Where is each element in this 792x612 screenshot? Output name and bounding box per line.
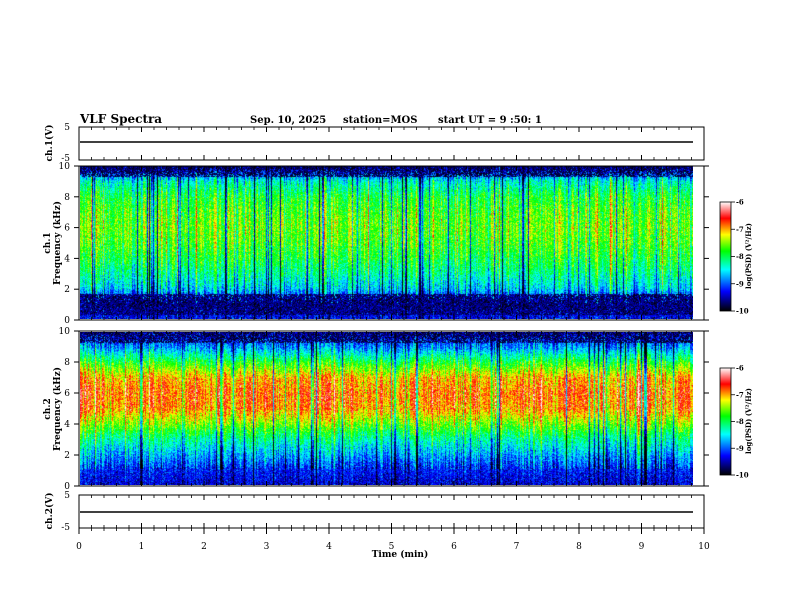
figure-title: VLF Spectra xyxy=(79,112,162,126)
colorbar-tick-label: -10 xyxy=(736,307,749,316)
time-axis: 0 1 2 3 4 5 6 7 8 9 10 xyxy=(76,127,710,552)
colorbar-tick-label: -8 xyxy=(736,417,744,426)
ch1-colorbar: -6 -7 -8 -9 -10 log(PSD) (V²/Hz) xyxy=(719,198,753,316)
x-tick-label: 0 xyxy=(76,542,82,552)
y-tick-label: 10 xyxy=(59,162,71,172)
colorbar-tick-label: -6 xyxy=(736,198,744,207)
ch2-colorbar-ticks: -6 -7 -8 -9 -10 xyxy=(731,364,749,480)
x-tick-label: 6 xyxy=(451,542,457,552)
x-tick-label: 4 xyxy=(326,542,332,552)
x-tick-label: 9 xyxy=(639,542,645,552)
ch1-spectrogram-panel: 0 2 4 6 8 10 ch.1 Frequency (kHz) xyxy=(43,162,709,326)
y-tick-label: 0 xyxy=(64,316,70,326)
colorbar-tick-label: -9 xyxy=(736,279,744,288)
y-tick-label: 6 xyxy=(64,224,70,234)
y-tick-label: 2 xyxy=(64,285,70,295)
ch1-spec-ylabel-channel: ch.1 xyxy=(43,232,53,253)
x-tick-label: 2 xyxy=(201,542,207,552)
ch1-colorbar-ticks: -6 -7 -8 -9 -10 xyxy=(731,198,749,316)
ch1-waveform-panel: 5 -5 ch.1(V) xyxy=(44,123,705,164)
date-label: Sep. 10, 2025 xyxy=(250,115,326,126)
y-tick-label: 0 xyxy=(64,482,70,492)
x-tick-label: 3 xyxy=(264,542,270,552)
y-tick-label: 4 xyxy=(64,254,70,264)
ch2-spectrogram-yticks: 0 2 4 6 8 10 xyxy=(59,327,709,492)
y-tick-label: 8 xyxy=(64,193,70,203)
ch2-spec-ylabel-freq: Frequency (kHz) xyxy=(52,367,63,451)
colorbar-tick-label: -8 xyxy=(736,252,744,261)
colorbar-tick-label: -6 xyxy=(736,364,744,373)
ch1-spectrogram-image xyxy=(80,166,693,319)
colorbar-tick-label: -9 xyxy=(736,444,744,453)
ch2-spec-ylabel-channel: ch.2 xyxy=(43,398,53,419)
ch2-colorbar-label: log(PSD) (V²/Hz) xyxy=(744,388,753,454)
ch1-spectrogram-yticks: 0 2 4 6 8 10 xyxy=(59,162,709,326)
colorbar-tick-label: -10 xyxy=(736,471,749,480)
ch2-spectrogram-panel: 0 2 4 6 8 10 ch.2 Frequency (kHz) xyxy=(43,327,709,492)
y-tick-label: 2 xyxy=(64,451,70,461)
x-tick-label: 5 xyxy=(389,542,395,552)
colorbar-tick-label: -7 xyxy=(736,390,744,399)
ch1-wave-ytick-bottom: -5 xyxy=(61,154,70,164)
ch1-wave-ylabel: ch.1(V) xyxy=(44,125,55,162)
y-tick-label: 10 xyxy=(59,327,71,337)
ch2-wave-ytick-top: 5 xyxy=(64,491,70,501)
ch1-colorbar-label: log(PSD) (V²/Hz) xyxy=(744,223,753,289)
colorbar-tick-label: -7 xyxy=(736,225,744,234)
ch2-colorbar: -6 -7 -8 -9 -10 log(PSD) (V²/Hz) xyxy=(719,364,753,480)
y-tick-label: 8 xyxy=(64,358,70,368)
time-axis-label: Time (min) xyxy=(372,549,429,560)
y-tick-label: 6 xyxy=(64,389,70,399)
y-tick-label: 4 xyxy=(64,420,70,430)
start-time-label: start UT = 9 :50: 1 xyxy=(438,115,542,126)
ch2-spectrogram-image xyxy=(80,332,693,485)
ch2-waveform-panel: 5 -5 ch.2(V) xyxy=(44,491,705,533)
ch1-spec-ylabel-freq: Frequency (kHz) xyxy=(52,201,63,285)
ch1-wave-ytick-top: 5 xyxy=(64,123,70,133)
ch2-wave-ylabel: ch.2(V) xyxy=(44,493,55,530)
x-tick-label: 10 xyxy=(698,542,710,552)
station-label: station=MOS xyxy=(343,115,417,126)
ch2-wave-ytick-bottom: -5 xyxy=(61,523,70,533)
x-tick-label: 7 xyxy=(514,542,520,552)
x-tick-label: 1 xyxy=(139,542,145,552)
x-tick-label: 8 xyxy=(576,542,582,552)
